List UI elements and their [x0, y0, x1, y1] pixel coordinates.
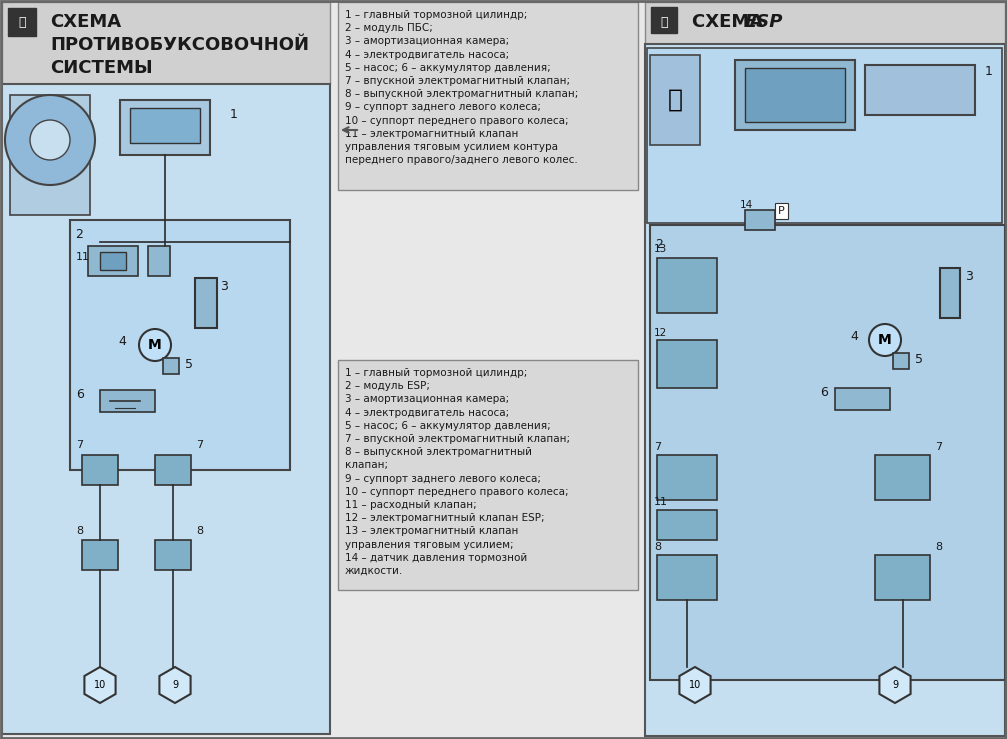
- Text: 10: 10: [94, 680, 106, 690]
- Text: 1 – главный тормозной цилиндр;
2 – модуль ПБС;
3 – амортизационная камера;
4 – э: 1 – главный тормозной цилиндр; 2 – модул…: [345, 10, 578, 166]
- Bar: [10, 95, 90, 215]
- Bar: [657, 258, 717, 313]
- Bar: [130, 108, 200, 143]
- Bar: [657, 555, 717, 600]
- Text: 8: 8: [654, 542, 662, 552]
- Bar: [155, 540, 191, 570]
- Text: 1 – главный тормозной цилиндр;
2 – модуль ESP;
3 – амортизационная камера;
4 – э: 1 – главный тормозной цилиндр; 2 – модул…: [345, 368, 570, 576]
- Text: 3: 3: [965, 270, 973, 283]
- Text: 🦵: 🦵: [668, 88, 683, 112]
- Polygon shape: [159, 667, 190, 703]
- Bar: [100, 252, 126, 270]
- Text: P: P: [778, 206, 784, 216]
- Text: 5: 5: [915, 353, 923, 366]
- Text: 11: 11: [76, 252, 90, 262]
- Bar: [650, 225, 1005, 680]
- Polygon shape: [680, 667, 711, 703]
- Bar: [648, 48, 1002, 223]
- Text: 9: 9: [172, 680, 178, 690]
- Text: 🔧: 🔧: [661, 16, 668, 29]
- Bar: [645, 44, 1005, 736]
- Bar: [893, 353, 909, 369]
- Text: 1: 1: [985, 65, 993, 78]
- Bar: [100, 390, 155, 412]
- Bar: [651, 7, 677, 33]
- Bar: [338, 360, 638, 590]
- Text: 7: 7: [196, 440, 203, 450]
- Text: 6: 6: [820, 386, 828, 399]
- Text: 2: 2: [75, 228, 83, 241]
- Bar: [940, 268, 960, 318]
- Bar: [657, 455, 717, 500]
- Bar: [163, 358, 179, 374]
- Bar: [338, 2, 638, 190]
- Text: 4: 4: [118, 335, 126, 348]
- Circle shape: [5, 95, 95, 185]
- Bar: [88, 246, 138, 276]
- Text: 4: 4: [850, 330, 858, 343]
- Bar: [120, 100, 210, 155]
- Bar: [875, 455, 930, 500]
- Bar: [657, 340, 717, 388]
- Bar: [865, 65, 975, 115]
- Bar: [745, 68, 845, 122]
- Bar: [657, 510, 717, 540]
- Text: СИСТЕМЫ: СИСТЕМЫ: [50, 59, 153, 77]
- Text: СХЕМА: СХЕМА: [50, 13, 121, 31]
- Text: M: M: [878, 333, 892, 347]
- Bar: [2, 84, 330, 734]
- Text: 1: 1: [230, 108, 238, 121]
- Bar: [155, 455, 191, 485]
- Circle shape: [869, 324, 901, 356]
- Circle shape: [30, 120, 70, 160]
- Bar: [8, 8, 36, 36]
- Text: 2: 2: [655, 238, 663, 251]
- Bar: [2, 2, 330, 84]
- Circle shape: [139, 329, 171, 361]
- Text: ESP: ESP: [745, 13, 783, 31]
- Text: 7: 7: [654, 442, 662, 452]
- Bar: [82, 455, 118, 485]
- Bar: [82, 540, 118, 570]
- Text: M: M: [148, 338, 162, 352]
- Bar: [735, 60, 855, 130]
- Bar: [195, 278, 217, 328]
- Bar: [148, 246, 170, 276]
- Text: 13: 13: [654, 244, 668, 254]
- Text: ПРОТИВОБУКСОВОЧНОЙ: ПРОТИВОБУКСОВОЧНОЙ: [50, 36, 309, 54]
- Text: 12: 12: [654, 328, 668, 338]
- Text: 14: 14: [740, 200, 753, 210]
- Bar: [745, 210, 775, 230]
- Text: 5: 5: [185, 358, 193, 371]
- Text: 9: 9: [892, 680, 898, 690]
- Text: 8: 8: [76, 526, 84, 536]
- Bar: [645, 2, 1005, 44]
- Text: 6: 6: [76, 388, 84, 401]
- Polygon shape: [879, 667, 910, 703]
- Bar: [70, 220, 290, 470]
- Bar: [835, 388, 890, 410]
- Text: 7: 7: [76, 440, 84, 450]
- Text: 8: 8: [196, 526, 203, 536]
- Text: 3: 3: [220, 280, 228, 293]
- Bar: [875, 555, 930, 600]
- Polygon shape: [85, 667, 116, 703]
- Text: 🔧: 🔧: [18, 16, 26, 29]
- Text: 7: 7: [936, 442, 943, 452]
- Text: 11: 11: [654, 497, 668, 507]
- Text: 10: 10: [689, 680, 701, 690]
- Text: СХЕМА: СХЕМА: [692, 13, 769, 31]
- Bar: [650, 55, 700, 145]
- Text: 8: 8: [936, 542, 943, 552]
